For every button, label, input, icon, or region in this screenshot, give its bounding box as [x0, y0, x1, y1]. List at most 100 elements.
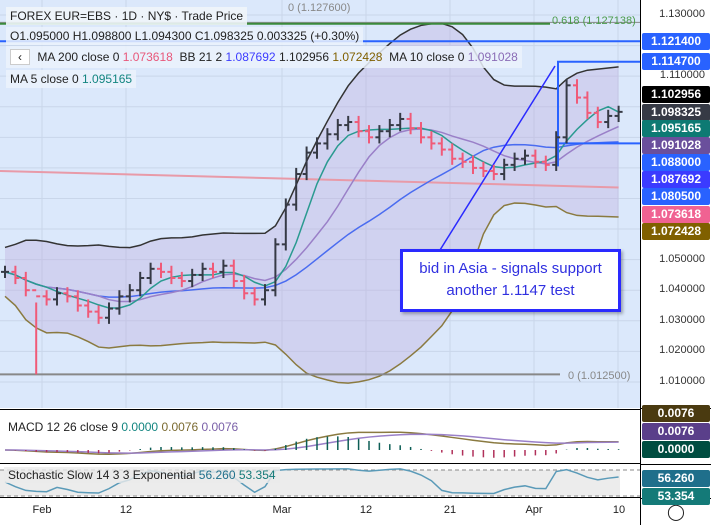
- price-bar: [406, 112, 415, 135]
- price-axis[interactable]: ◯ 1.130000 1.110000 1.050000 1.040000 1.0300…: [640, 0, 711, 525]
- price-bar: [53, 287, 61, 306]
- price-bar: [593, 106, 602, 129]
- price-bar: [125, 284, 134, 303]
- price-bar: [510, 152, 519, 171]
- macd-label: MACD 12 26 close 9: [8, 420, 119, 434]
- stoch-label: Stochastic Slow 14 3 3 Exponential: [8, 468, 196, 482]
- ma5-label: MA 5 close 0: [10, 72, 79, 86]
- price-bar: [302, 146, 311, 181]
- price-tick: 1.110000: [659, 69, 705, 82]
- price-bar: [84, 299, 93, 318]
- price-bar: [354, 115, 363, 138]
- price-bar: [531, 149, 540, 168]
- macd-badge: 0.0076: [642, 405, 710, 422]
- bb-upper: 1.102956: [278, 50, 329, 64]
- price-bar: [1, 265, 9, 278]
- annotation-callout[interactable]: bid in Asia - signals support another 1.…: [400, 249, 621, 312]
- x-tick: Feb: [32, 504, 52, 516]
- price-bar: [177, 271, 186, 288]
- price-bar: [292, 167, 301, 211]
- x-tick: 12: [119, 504, 133, 516]
- price-badge: 1.072428: [642, 223, 710, 240]
- price-bar: [250, 287, 259, 306]
- price-tick: 1.030000: [659, 313, 705, 326]
- price-bar: [417, 122, 425, 144]
- price-bar: [136, 271, 145, 297]
- price-bar: [167, 265, 176, 285]
- stoch-k-value: 56.260: [198, 468, 236, 482]
- bb-lower: 1.072428: [332, 50, 383, 64]
- price-bar: [458, 152, 467, 168]
- fib-level-label: 0.618 (1.127138): [552, 15, 636, 27]
- annotation-arrow: [439, 65, 556, 251]
- price-bar: [219, 259, 228, 278]
- price-tick: 1.010000: [659, 374, 705, 387]
- x-tick: 21: [443, 504, 457, 516]
- price-chart: [0, 0, 640, 408]
- price-bar: [21, 271, 30, 297]
- price-tick: 1.130000: [659, 8, 705, 20]
- bb-label: BB 21 2: [179, 50, 223, 64]
- macd-hist-value: 0.0000: [121, 420, 159, 434]
- ma10-label: MA 10 close 0: [389, 50, 465, 64]
- ma5-value: 1.095165: [82, 72, 133, 86]
- price-bar: [198, 262, 207, 282]
- x-tick: 10: [612, 504, 626, 516]
- price-bar: [73, 290, 82, 312]
- macd-badge: 0.0000: [642, 441, 710, 458]
- price-bar: [614, 105, 623, 123]
- price-bar: [115, 290, 124, 315]
- x-tick: 12: [359, 504, 373, 516]
- price-badge: 1.087692: [642, 171, 710, 188]
- price-bar: [604, 109, 613, 129]
- price-bar: [261, 284, 269, 306]
- price-bar: [63, 287, 72, 303]
- price-bar: [573, 79, 581, 104]
- price-badge: 1.080500: [642, 188, 710, 205]
- price-bar: [344, 115, 353, 132]
- price-tick: 1.020000: [659, 344, 705, 357]
- price-bar: [562, 79, 571, 144]
- price-bar: [541, 155, 550, 171]
- stoch-badge: 56.260: [642, 470, 710, 487]
- price-bar: [552, 131, 561, 171]
- price-bar: [281, 198, 290, 251]
- gear-icon[interactable]: ◯: [667, 504, 685, 521]
- x-tick: Mar: [272, 504, 292, 516]
- price-bar: [583, 91, 592, 119]
- ma200-label: MA 200 close 0: [37, 50, 120, 64]
- stochastic-chart: [0, 468, 640, 497]
- macd-chart: [4, 431, 620, 458]
- price-bar: [365, 125, 373, 144]
- ma200-line: [0, 169, 619, 189]
- ma5-line: [4, 105, 619, 309]
- stoch-badge: 53.354: [642, 488, 710, 505]
- price-badge: 1.098325: [642, 104, 710, 121]
- stoch-k-line: [4, 468, 619, 495]
- price-bar: [333, 118, 342, 141]
- macd-line-value: 0.0076: [161, 420, 199, 434]
- price-bar: [157, 262, 165, 278]
- price-badge: 1.088000: [642, 154, 710, 171]
- price-badge: 1.095165: [642, 120, 710, 137]
- ma200-value: 1.073618: [122, 50, 173, 64]
- time-axis[interactable]: Feb 12 Mar 12 21 Apr 10: [0, 498, 640, 525]
- bb-upper-line: [4, 22, 619, 249]
- price-bar: [94, 305, 103, 324]
- collapse-legend-button[interactable]: ‹: [10, 49, 30, 65]
- price-bar: [229, 259, 238, 288]
- price-bar: [448, 143, 457, 165]
- signal-line: [4, 433, 619, 454]
- price-bar: [469, 155, 477, 175]
- price-bar: [323, 128, 332, 150]
- price-badge: 1.121400: [642, 33, 710, 50]
- bb-basis-line: [4, 141, 619, 298]
- annotation-line-1: bid in Asia - signals support: [419, 260, 602, 277]
- stochastic-pane[interactable]: Stochastic Slow 14 3 3 Exponential 56.26…: [0, 464, 640, 498]
- macd-signal-value: 0.0076: [201, 420, 239, 434]
- price-bar: [521, 149, 529, 165]
- macd-pane[interactable]: MACD 12 26 close 9 0.0000 0.0076 0.0076: [0, 409, 640, 464]
- price-bar: [479, 161, 488, 178]
- price-pane[interactable]: 0 (1.127600) 0.618 (1.127138) 0 (1.01250…: [0, 0, 640, 408]
- macd-legend: MACD 12 26 close 9 0.0000 0.0076 0.0076: [8, 420, 238, 434]
